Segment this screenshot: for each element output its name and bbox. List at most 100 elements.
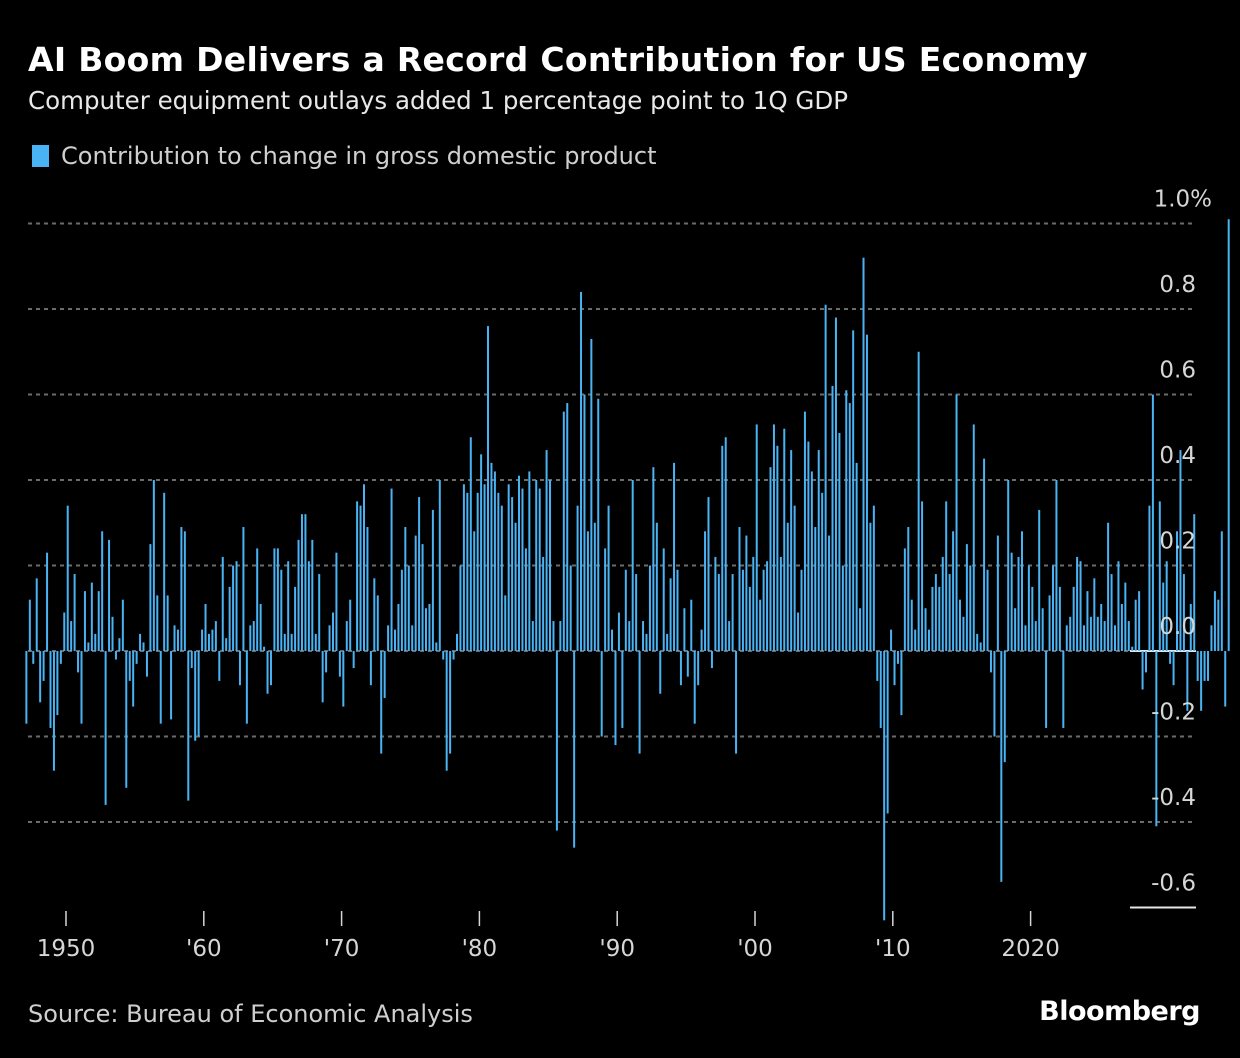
bar — [958, 599, 961, 651]
bar — [300, 514, 303, 651]
bar — [1058, 586, 1061, 652]
bar — [1020, 531, 1023, 651]
bar — [724, 437, 727, 651]
bar — [1120, 603, 1123, 651]
bar — [1072, 586, 1075, 652]
bar — [590, 338, 593, 651]
bar — [986, 569, 989, 651]
bar — [28, 599, 31, 651]
bar — [214, 621, 217, 651]
bar — [204, 603, 207, 651]
bar — [418, 497, 421, 651]
bar — [845, 390, 848, 651]
bar — [135, 651, 138, 664]
bar — [731, 574, 734, 651]
bar — [1027, 565, 1030, 651]
bar — [297, 539, 300, 651]
bar — [469, 437, 472, 651]
bar — [593, 522, 596, 651]
bar — [1193, 514, 1196, 651]
bar — [173, 625, 176, 651]
bar — [1062, 651, 1065, 728]
x-tick-label: '10 — [875, 936, 911, 962]
bar — [690, 599, 693, 651]
bar — [466, 492, 469, 651]
bar — [263, 646, 266, 651]
bar — [1224, 651, 1227, 707]
bar — [369, 651, 372, 686]
bar — [59, 651, 62, 664]
bar — [407, 565, 410, 651]
bar — [1176, 531, 1179, 651]
bar — [1148, 505, 1151, 651]
bar — [414, 535, 417, 651]
bar — [287, 561, 290, 651]
bar — [1100, 603, 1103, 651]
bar — [490, 462, 493, 651]
bar — [717, 574, 720, 651]
bar — [35, 578, 38, 651]
bar — [848, 403, 851, 651]
bar — [766, 561, 769, 651]
bar — [132, 651, 135, 707]
bar — [121, 599, 124, 651]
bar — [921, 501, 924, 652]
bar — [1165, 561, 1168, 651]
bar — [676, 569, 679, 651]
bar — [869, 522, 872, 651]
bar — [555, 651, 558, 831]
bar — [42, 651, 45, 681]
bar — [321, 651, 324, 703]
bar — [456, 633, 459, 651]
bar — [404, 527, 407, 651]
bar — [445, 651, 448, 771]
y-tick-label: 0.0 — [1159, 614, 1196, 640]
bar — [152, 480, 155, 651]
bar — [617, 612, 620, 651]
bar — [542, 556, 545, 651]
bar — [1158, 501, 1161, 652]
bar — [145, 651, 148, 677]
bar — [793, 505, 796, 651]
bar — [97, 591, 100, 651]
y-tick-label: -0.6 — [1151, 871, 1196, 897]
bar — [225, 638, 228, 651]
bar — [652, 467, 655, 651]
y-tick-label: -0.4 — [1151, 785, 1196, 811]
bar — [552, 621, 555, 651]
bar — [139, 633, 142, 651]
bar — [142, 642, 145, 651]
bar — [39, 651, 42, 703]
x-tick-label: '80 — [462, 936, 498, 962]
bar — [500, 505, 503, 651]
bar — [183, 531, 186, 651]
bar — [1186, 651, 1189, 711]
bar — [438, 480, 441, 651]
bar — [87, 642, 90, 651]
bar — [748, 586, 751, 652]
bar — [876, 651, 879, 681]
bar — [628, 621, 631, 651]
bar — [824, 304, 827, 651]
bar — [77, 651, 80, 673]
bar — [976, 633, 979, 651]
bar — [400, 569, 403, 651]
chart-subtitle: Computer equipment outlays added 1 perce… — [28, 86, 849, 115]
bar — [566, 403, 569, 651]
bar — [266, 651, 269, 694]
bar — [362, 484, 365, 651]
bar — [611, 629, 614, 652]
bar — [228, 586, 231, 652]
bar — [831, 385, 834, 651]
bar — [46, 552, 49, 651]
bar — [1048, 595, 1051, 651]
bar — [1189, 603, 1192, 651]
bar — [786, 522, 789, 651]
bar — [1055, 480, 1058, 651]
bar — [108, 539, 111, 651]
bar — [797, 612, 800, 651]
bar — [810, 471, 813, 651]
bar — [528, 471, 531, 651]
bar — [238, 651, 241, 686]
